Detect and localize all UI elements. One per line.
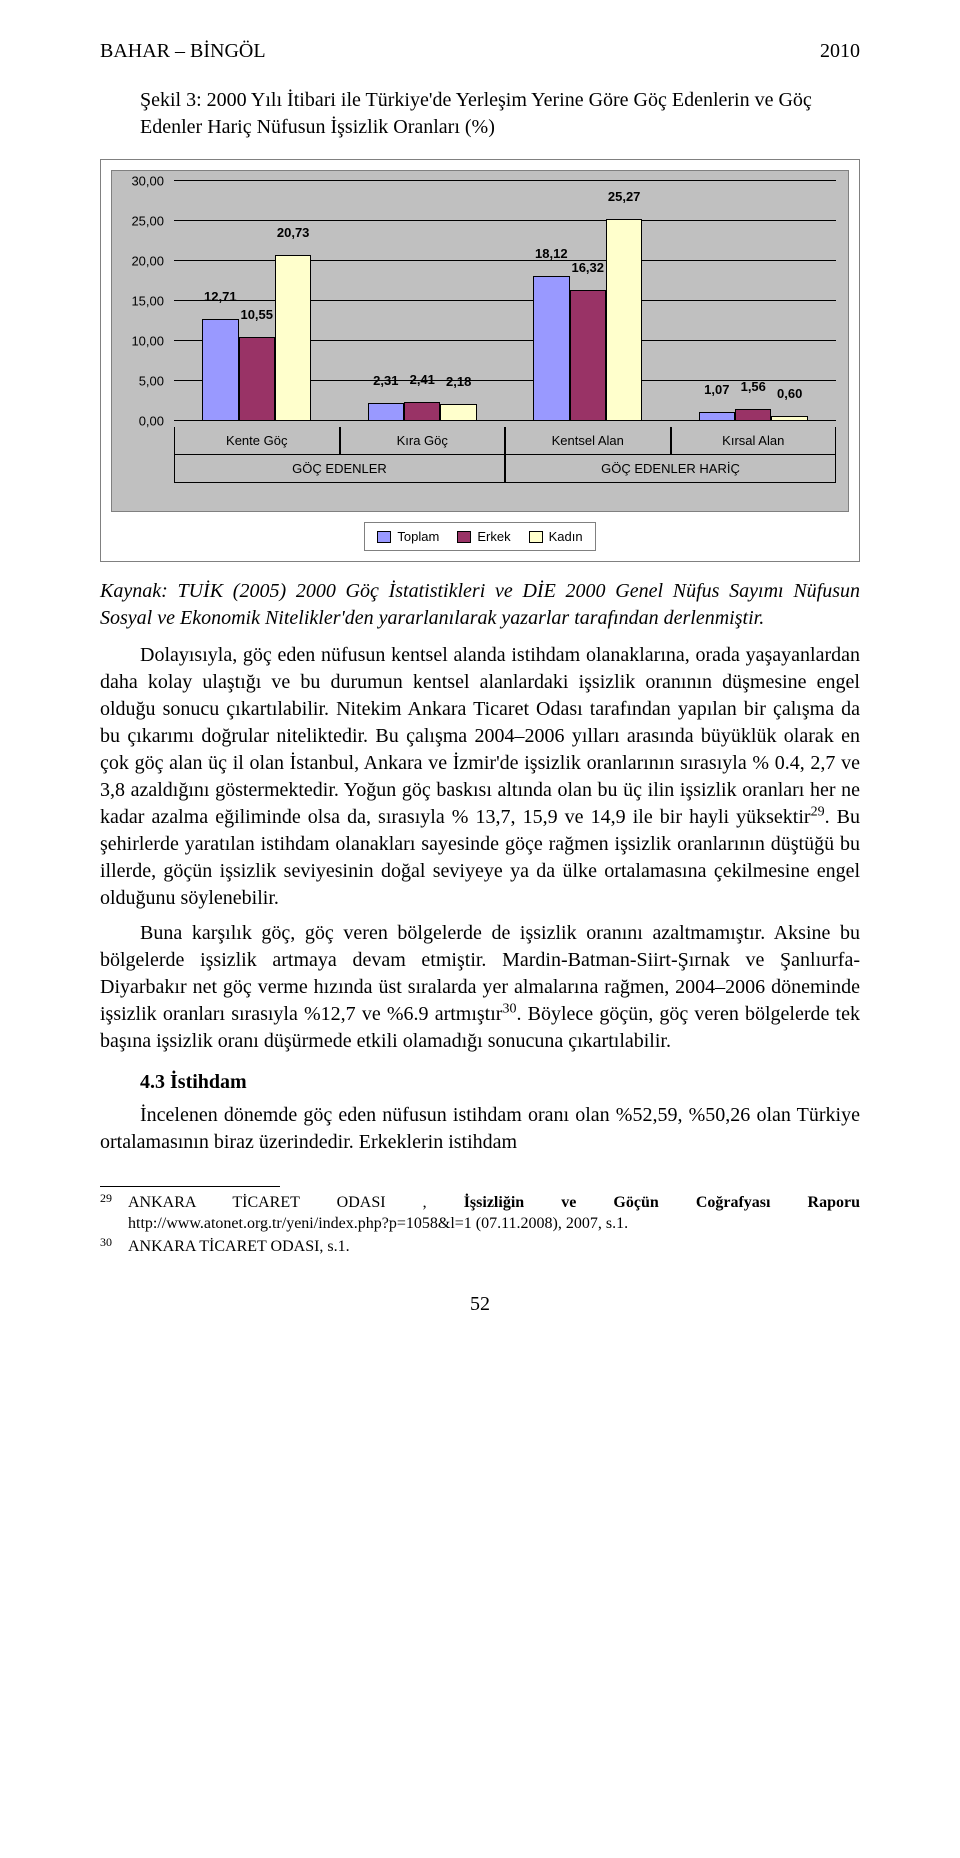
bar [771, 416, 807, 421]
legend-label: Toplam [397, 529, 439, 544]
footnote-ref-29: 29 [811, 804, 825, 819]
footnote-29: 29 ANKARA TİCARET ODASI , İşsizliğin ve … [100, 1193, 860, 1235]
y-tick-label: 5,00 [139, 374, 164, 389]
legend-swatch [457, 531, 471, 543]
chart: 0,005,0010,0015,0020,0025,0030,00 12,711… [111, 170, 849, 512]
section-heading: 4.3 İstihdam [140, 1069, 860, 1096]
bar [606, 219, 642, 421]
footnote-29-a: ANKARA TİCARET ODASI , [128, 1194, 464, 1211]
legend-label: Kadın [549, 529, 583, 544]
legend-item: Toplam [377, 529, 439, 544]
bar [368, 403, 404, 421]
x-category-label: Kentsel Alan [505, 427, 671, 455]
bar [699, 412, 735, 421]
bar [202, 319, 238, 421]
footnote-30-body: ANKARA TİCARET ODASI, s.1. [128, 1237, 860, 1258]
bar-value-label: 16,32 [571, 260, 604, 275]
bar [440, 404, 476, 421]
y-tick-label: 30,00 [131, 174, 164, 189]
running-header: BAHAR – BİNGÖL 2010 [100, 40, 860, 63]
bar [275, 255, 311, 421]
footnote-29-title: İşsizliğin ve Göçün Coğrafyası Raporu [464, 1194, 860, 1211]
legend-swatch [529, 531, 543, 543]
bar [735, 409, 771, 421]
x-group-label: GÖÇ EDENLER HARİÇ [505, 455, 836, 483]
figure-title: Şekil 3: 2000 Yılı İtibari ile Türkiye'd… [140, 87, 820, 141]
legend-item: Erkek [457, 529, 510, 544]
page: BAHAR – BİNGÖL 2010 Şekil 3: 2000 Yılı İ… [0, 0, 960, 1376]
x-category-label: Kırsal Alan [671, 427, 837, 455]
bar [570, 290, 606, 421]
footnote-separator [100, 1186, 280, 1187]
page-number: 52 [100, 1293, 860, 1316]
bar-cluster: 12,7110,55 20,73 [174, 181, 340, 421]
figure-source: Kaynak: TUİK (2005) 2000 Göç İstatistikl… [100, 578, 860, 632]
bar-value-label: 18,12 [535, 246, 568, 261]
legend-swatch [377, 531, 391, 543]
y-tick-label: 20,00 [131, 254, 164, 269]
footnotes: 29 ANKARA TİCARET ODASI , İşsizliğin ve … [100, 1193, 860, 1257]
bar-value-label: 20,73 [277, 225, 310, 240]
x-category-label: Kente Göç [174, 427, 340, 455]
footnote-29-num: 29 [100, 1191, 128, 1233]
header-right: 2010 [820, 40, 860, 63]
bar-cluster: 1,07 1,56 0,60 [671, 181, 837, 421]
bar-value-label: 2,18 [446, 374, 471, 389]
bar [239, 337, 275, 421]
y-tick-label: 0,00 [139, 414, 164, 429]
y-tick-label: 10,00 [131, 334, 164, 349]
x-category-label: Kıra Göç [340, 427, 506, 455]
p1-text-a: Dolayısıyla, göç eden nüfusun kentsel al… [100, 644, 860, 828]
bar-value-label: 2,41 [410, 372, 435, 387]
bar-value-label: 0,60 [777, 386, 802, 401]
paragraph-2: Buna karşılık göç, göç veren bölgelerde … [100, 920, 860, 1055]
footnote-30: 30 ANKARA TİCARET ODASI, s.1. [100, 1237, 860, 1258]
header-left: BAHAR – BİNGÖL [100, 40, 266, 63]
bar-value-label: 12,71 [204, 289, 237, 304]
footnote-30-num: 30 [100, 1235, 128, 1256]
paragraph-3: İncelenen dönemde göç eden nüfusun istih… [100, 1102, 860, 1156]
footnote-29-body: ANKARA TİCARET ODASI , İşsizliğin ve Göç… [128, 1193, 860, 1235]
bar-value-label: 25,27 [608, 189, 641, 204]
body-text: Dolayısıyla, göç eden nüfusun kentsel al… [100, 642, 860, 1156]
x-group-label: GÖÇ EDENLER [174, 455, 505, 483]
bar [404, 402, 440, 421]
footnote-ref-30: 30 [502, 1001, 516, 1016]
bar-value-label: 2,31 [373, 373, 398, 388]
y-tick-label: 25,00 [131, 214, 164, 229]
x-axis-groups: GÖÇ EDENLERGÖÇ EDENLER HARİÇ [174, 455, 836, 483]
bar-cluster: 2,31 2,41 2,18 [340, 181, 506, 421]
y-tick-label: 15,00 [131, 294, 164, 309]
plot-area: 12,7110,55 20,73 2,31 2,41 2,18 18,1216,32 25,… [174, 181, 836, 421]
bar [533, 276, 569, 421]
bar-value-label: 1,56 [741, 379, 766, 394]
bar-cluster: 18,1216,32 25,27 [505, 181, 671, 421]
chart-legend: Toplam Erkek Kadın [364, 522, 595, 551]
legend-label: Erkek [477, 529, 510, 544]
bar-value-label: 10,55 [240, 307, 273, 322]
footnote-29-c: http://www.atonet.org.tr/yeni/index.php?… [128, 1215, 628, 1232]
chart-frame: 0,005,0010,0015,0020,0025,0030,00 12,711… [100, 159, 860, 562]
legend-item: Kadın [529, 529, 583, 544]
y-axis: 0,005,0010,0015,0020,0025,0030,00 [112, 181, 170, 421]
bar-value-label: 1,07 [704, 382, 729, 397]
x-axis-categories: Kente GöçKıra GöçKentsel AlanKırsal Alan [174, 427, 836, 455]
paragraph-1: Dolayısıyla, göç eden nüfusun kentsel al… [100, 642, 860, 912]
